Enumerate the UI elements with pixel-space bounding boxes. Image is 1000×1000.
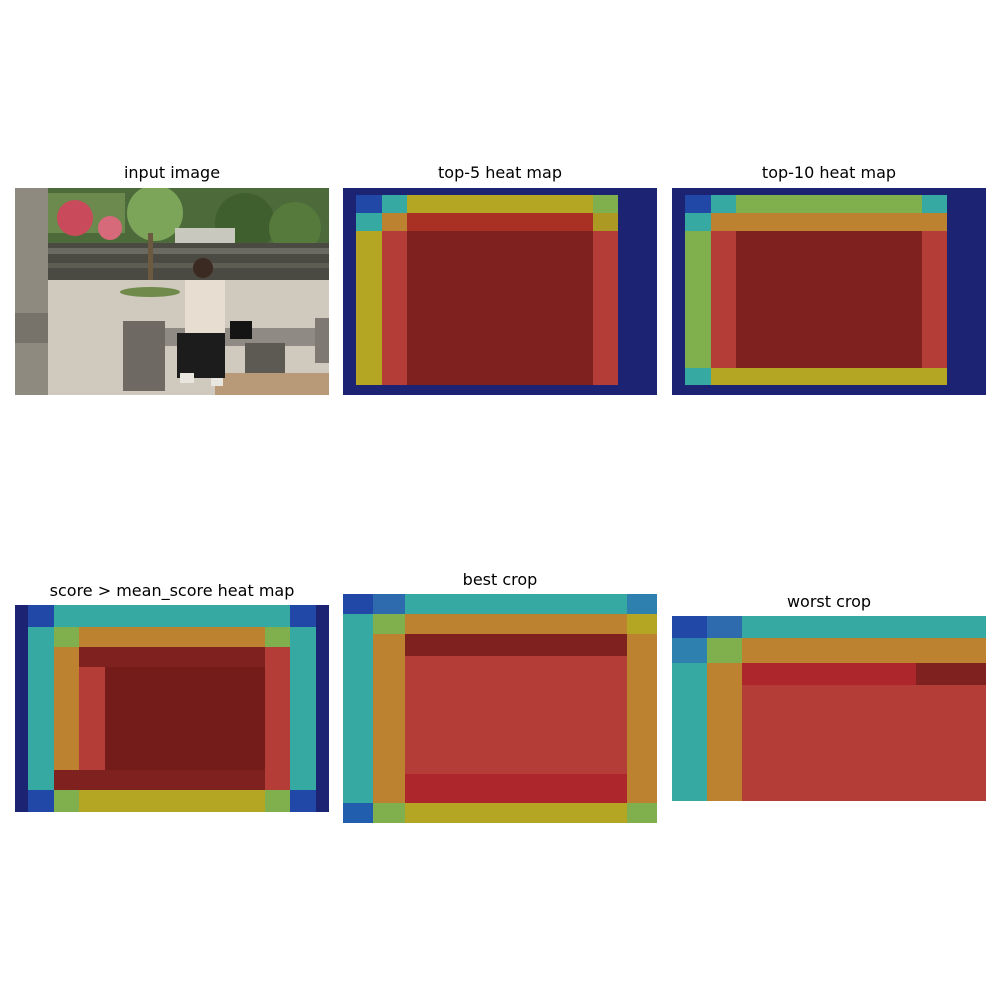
best-crop-heat-map xyxy=(343,594,657,823)
top-10-heat-map-panel xyxy=(672,188,986,395)
input-image-title: input image xyxy=(123,163,221,182)
worst-crop-title: worst crop xyxy=(786,592,872,611)
top-10-heat-map xyxy=(672,188,986,395)
mean-score-heat-map xyxy=(15,605,329,812)
worst-crop-heat-map xyxy=(672,616,986,801)
input-image-panel xyxy=(15,188,329,395)
best-crop-panel xyxy=(343,594,657,823)
best-crop-title: best crop xyxy=(462,570,538,589)
top-5-heat-map xyxy=(343,188,657,395)
top-5-heat-map-title: top-5 heat map xyxy=(438,163,562,182)
input-image-photo xyxy=(15,188,329,395)
worst-crop-panel xyxy=(672,616,986,801)
mean-score-heat-map-title: score > mean_score heat map xyxy=(49,581,295,600)
mean-score-heat-map-panel xyxy=(15,605,329,812)
top-10-heat-map-title: top-10 heat map xyxy=(761,163,897,182)
top-5-heat-map-panel xyxy=(343,188,657,395)
